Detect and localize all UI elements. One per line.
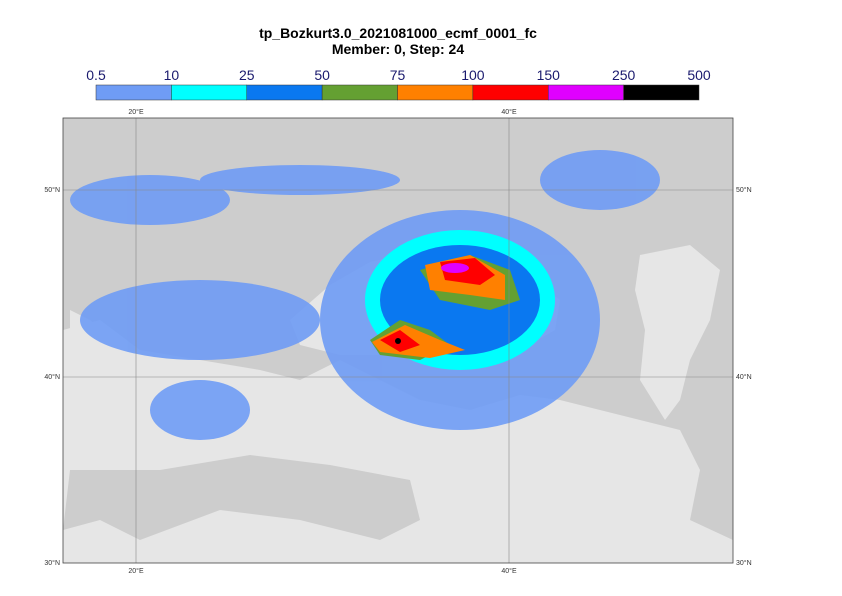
colorbar-label: 25	[239, 67, 255, 83]
colorbar-swatch	[246, 84, 323, 101]
colorbar-label: 75	[390, 67, 406, 83]
colorbar-label: 0.5	[86, 67, 106, 83]
precip-250	[395, 338, 401, 344]
lat-label: 40°N	[44, 373, 60, 381]
precip-100	[380, 258, 495, 352]
colorbar-swatch	[95, 84, 172, 101]
colorbar-swatch	[321, 84, 398, 101]
colorbar-label: 50	[314, 67, 330, 83]
lon-label: 40°E	[501, 108, 517, 116]
colorbar-label: 150	[537, 67, 561, 83]
colorbar-swatch	[548, 84, 624, 101]
title: tp_Bozkurt3.0_2021081000_ecmf_0001_fc	[259, 25, 537, 41]
caspian-sea	[635, 245, 720, 420]
lon-label: 20°E	[128, 108, 144, 116]
precip-150	[441, 263, 469, 273]
colorbar-swatch	[623, 84, 700, 101]
lat-label: 40°N	[736, 373, 752, 381]
lat-label: 30°N	[736, 559, 752, 567]
lat-label: 50°N	[44, 186, 60, 194]
colorbar-label: 500	[687, 67, 711, 83]
colorbar-swatch	[397, 84, 474, 101]
colorbar: 0.5 10 25 50 75 100 150 250 500	[86, 67, 711, 101]
lon-label: 40°E	[501, 567, 517, 575]
graticule	[63, 118, 733, 563]
colorbar-label: 250	[612, 67, 636, 83]
tyrrhenian-sea	[70, 310, 130, 400]
map-frame	[62, 117, 734, 564]
lat-label: 30°N	[44, 559, 60, 567]
colorbar-swatch	[472, 84, 549, 101]
lon-label: 20°E	[128, 567, 144, 575]
map: 20°E 40°E 20°E 40°E 50°N 40°N 30°N 50°N …	[44, 108, 751, 575]
colorbar-label: 100	[461, 67, 485, 83]
colorbar-swatch	[171, 84, 247, 101]
lat-label: 50°N	[736, 186, 752, 194]
north-africa	[63, 455, 420, 540]
subtitle: Member: 0, Step: 24	[332, 41, 464, 57]
colorbar-label: 10	[164, 67, 180, 83]
